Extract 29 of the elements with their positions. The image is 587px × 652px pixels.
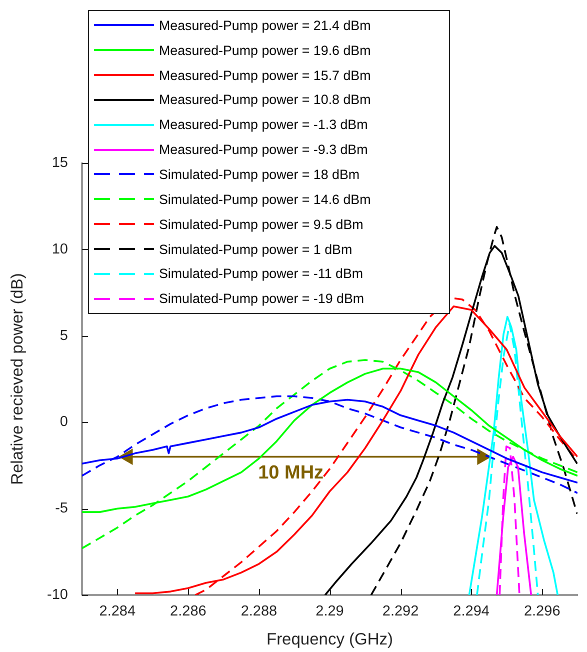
legend-label: Simulated-Pump power = 18 dBm xyxy=(159,166,360,182)
line-series xyxy=(82,359,578,550)
legend-label: Measured-Pump power = 10.8 dBm xyxy=(159,92,371,108)
x-tick-label: 2.296 xyxy=(524,604,560,620)
legend-label: Measured-Pump power = 21.4 dBm xyxy=(159,18,371,33)
y-tick-label: -5 xyxy=(55,500,68,517)
x-tick-label: 2.29 xyxy=(316,604,344,620)
y-tick-label: -10 xyxy=(47,587,68,603)
legend-label: Measured-Pump power = -9.3 dBm xyxy=(159,142,368,158)
x-tick-label: 2.292 xyxy=(382,604,419,620)
y-tick-label: 10 xyxy=(52,241,68,258)
legend-label: Simulated-Pump power = 14.6 dBm xyxy=(159,192,371,207)
y-tick-label: 5 xyxy=(60,328,68,344)
x-axis-title: Frequency (GHz) xyxy=(266,630,394,649)
legend-label: Measured-Pump power = 15.7 dBm xyxy=(159,68,371,83)
legend-label: Measured-Pump power = -1.3 dBm xyxy=(159,117,368,132)
x-tick-label: 2.286 xyxy=(170,604,206,620)
y-tick-label: 0 xyxy=(60,414,68,430)
x-tick-label: 2.284 xyxy=(99,604,136,620)
x-tick-label: 2.294 xyxy=(453,604,490,620)
legend-label: Simulated-Pump power = 9.5 dBm xyxy=(159,216,364,232)
annotation: 10 MHz xyxy=(258,462,324,484)
legend-label: Measured-Pump power = 19.6 dBm xyxy=(159,42,371,58)
x-tick-label: 2.288 xyxy=(240,604,278,620)
legend-label: Simulated-Pump power = -11 dBm xyxy=(159,266,364,282)
legend-label: Simulated-Pump power = 1 dBm xyxy=(159,242,352,257)
legend-label: Simulated-Pump power = -19 dBm xyxy=(159,291,364,306)
y-tick-label: 15 xyxy=(52,155,68,171)
y-axis-title: Relative recieved power (dB) xyxy=(8,273,26,485)
